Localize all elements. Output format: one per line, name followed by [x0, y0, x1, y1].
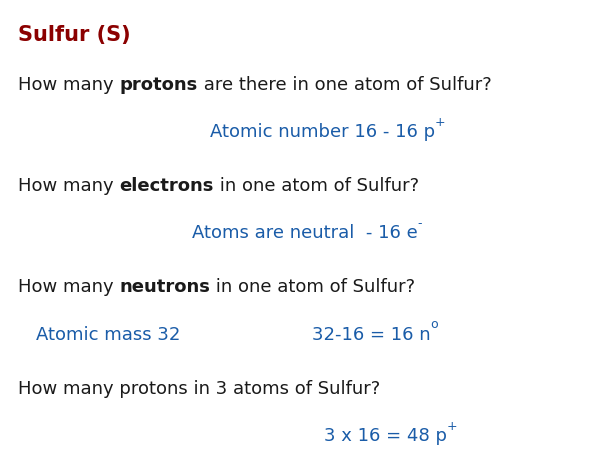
Text: How many: How many — [18, 76, 119, 94]
Text: are there in one atom of Sulfur?: are there in one atom of Sulfur? — [197, 76, 491, 94]
Text: How many: How many — [18, 279, 119, 297]
Text: protons: protons — [119, 76, 197, 94]
Text: +: + — [435, 116, 446, 129]
Text: o: o — [431, 319, 438, 332]
Text: Sulfur (S): Sulfur (S) — [18, 25, 131, 45]
Text: in one atom of Sulfur?: in one atom of Sulfur? — [210, 279, 415, 297]
Text: +: + — [447, 420, 458, 433]
Text: Atomic mass 32: Atomic mass 32 — [36, 326, 181, 344]
Text: neutrons: neutrons — [119, 279, 210, 297]
Text: 3 x 16 = 48 p: 3 x 16 = 48 p — [324, 427, 447, 445]
Text: 32-16 = 16 n: 32-16 = 16 n — [312, 326, 431, 344]
Text: electrons: electrons — [119, 177, 214, 195]
Text: Atomic number 16 - 16 p: Atomic number 16 - 16 p — [210, 123, 435, 141]
Text: How many protons in 3 atoms of Sulfur?: How many protons in 3 atoms of Sulfur? — [18, 380, 380, 398]
Text: How many: How many — [18, 177, 119, 195]
Text: in one atom of Sulfur?: in one atom of Sulfur? — [214, 177, 419, 195]
Text: Atoms are neutral  - 16 e: Atoms are neutral - 16 e — [192, 225, 418, 243]
Text: -: - — [418, 217, 422, 230]
